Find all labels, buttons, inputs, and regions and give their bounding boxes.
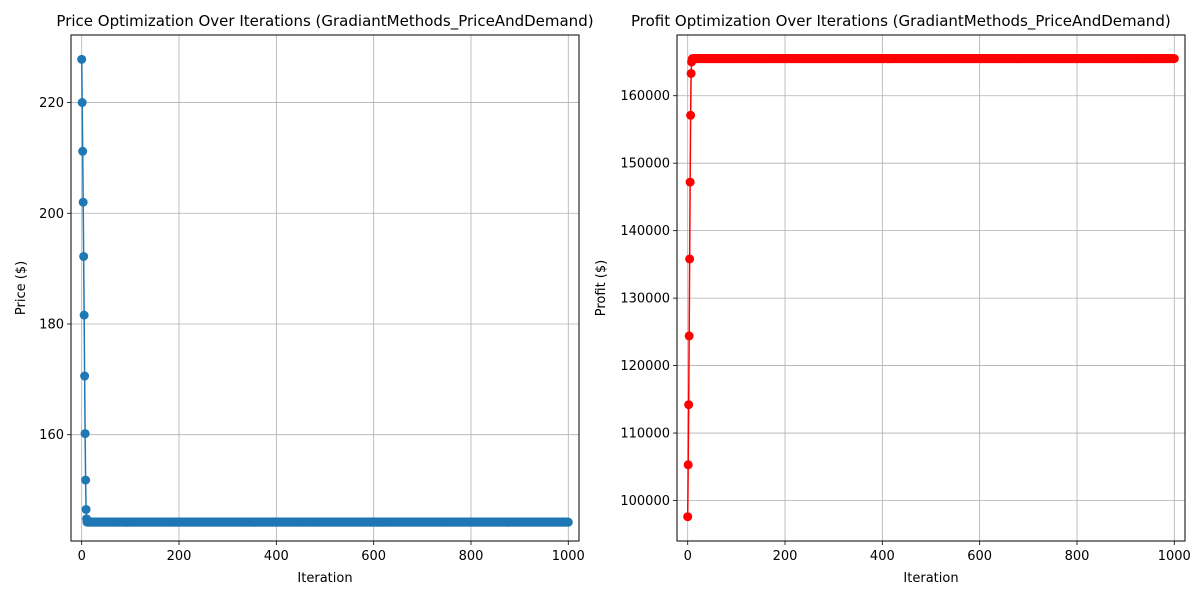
profit-data-point [684, 400, 694, 410]
price-y-tick-label: 220 [39, 96, 64, 111]
profit-x-tick-label: 1000 [1158, 549, 1191, 564]
profit-y-axis-label: Profit ($) [594, 260, 609, 316]
price-data-point [563, 517, 573, 527]
profit-y-tick-label: 140000 [620, 224, 670, 239]
profit-plot-frame [676, 34, 1186, 542]
profit-series-line [686, 57, 1175, 517]
profit-x-tick-label: 400 [870, 549, 895, 564]
price-x-tick-label: 600 [361, 549, 386, 564]
profit-data-point [686, 110, 696, 120]
price-data-point [80, 371, 90, 381]
profit-data-point [686, 68, 696, 78]
profit-y-tick-label: 120000 [620, 359, 670, 374]
price-y-tick-label: 180 [39, 317, 64, 332]
price-y-tick-label: 160 [39, 428, 64, 443]
price-plot-frame [70, 34, 580, 542]
price-x-tick-label: 800 [459, 549, 484, 564]
profit-y-tick-label: 110000 [620, 427, 670, 442]
profit-y-tick-label: 130000 [620, 292, 670, 307]
price-series-line [80, 59, 569, 523]
profit-x-tick-label: 600 [967, 549, 992, 564]
price-data-point [77, 98, 87, 108]
profit-data-point [684, 331, 694, 341]
profit-x-axis-label: Iteration [903, 571, 958, 586]
price-data-point [78, 197, 88, 207]
price-data-point [81, 504, 91, 514]
profit-y-tick-label: 100000 [620, 494, 670, 509]
price-data-point [78, 146, 88, 156]
profit-data-point [683, 512, 693, 522]
price-y-tick-label: 200 [39, 207, 64, 222]
profit-y-tick-label: 150000 [620, 157, 670, 172]
price-x-axis-label: Iteration [297, 571, 352, 586]
profit-data-point [685, 177, 695, 187]
price-data-point [79, 310, 89, 320]
price-chart: 0 200 400 600 800 1000 160 180 200 220 Iteration Pr… [14, 12, 594, 586]
profit-data-point [1169, 54, 1179, 64]
price-chart-title: Price Optimization Over Iterations (Grad… [56, 12, 593, 31]
profit-data-point [683, 460, 693, 470]
profit-x-tick-label: 800 [1065, 549, 1090, 564]
profit-x-tick-label: 200 [773, 549, 798, 564]
price-x-tick-label: 1000 [552, 549, 585, 564]
price-data-point [79, 251, 89, 261]
price-data-point [80, 429, 90, 439]
profit-data-point [685, 254, 695, 264]
price-y-axis-label: Price ($) [14, 261, 29, 315]
price-data-point [77, 54, 87, 64]
price-x-tick-label: 200 [167, 549, 192, 564]
price-data-point [81, 475, 91, 485]
profit-chart: 0 200 400 600 800 1000 100000 110000 120000 13000… [594, 12, 1191, 586]
price-x-tick-label: 400 [264, 549, 289, 564]
profit-chart-title: Profit Optimization Over Iterations (Gra… [631, 12, 1171, 31]
price-x-tick-label: 0 [78, 549, 86, 564]
profit-y-tick-label: 160000 [620, 89, 670, 104]
profit-x-tick-label: 0 [684, 549, 692, 564]
